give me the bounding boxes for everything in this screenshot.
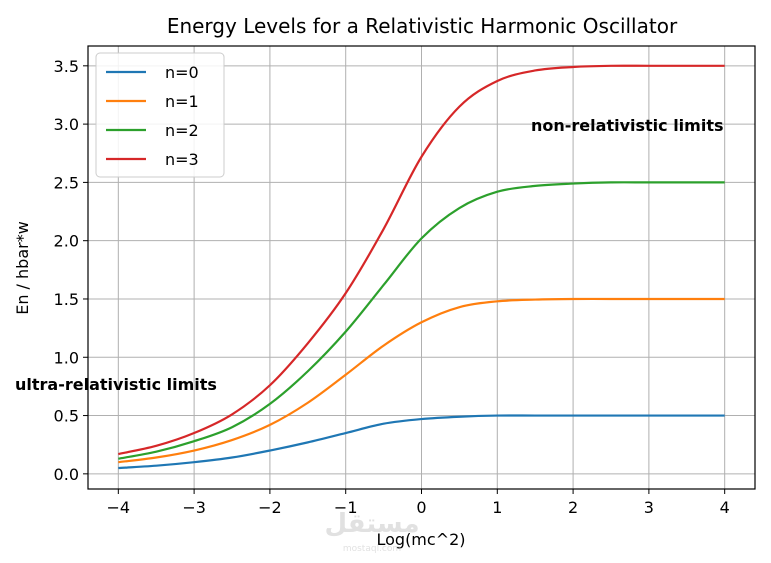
series-line-n2 — [118, 181, 725, 460]
watermark-text: مستقل — [324, 509, 419, 539]
y-tick-label: 3.0 — [54, 115, 79, 134]
legend-label-n0: n=0 — [165, 63, 199, 82]
annotation-non-relativistic: non-relativistic limits — [531, 116, 724, 135]
y-tick-label: 0.5 — [54, 407, 79, 426]
y-tick-label: 2.5 — [54, 173, 79, 192]
legend-label-n2: n=2 — [165, 121, 199, 140]
legend: n=0 n=1 n=2 n=3 — [95, 52, 225, 178]
series-line-n3 — [118, 64, 725, 456]
x-tick-label: 4 — [720, 498, 730, 517]
series-lines — [118, 64, 725, 470]
y-tick-label: 2.0 — [54, 232, 79, 251]
legend-label-n3: n=3 — [165, 150, 199, 169]
x-tick-label: −2 — [258, 498, 282, 517]
legend-box — [95, 52, 225, 178]
y-tick-label: 1.0 — [54, 348, 79, 367]
x-tick-label: −3 — [182, 498, 206, 517]
x-tick-label: −1 — [334, 498, 358, 517]
x-axis-label: Log(mc^2) — [376, 530, 465, 549]
x-tick-label: 1 — [492, 498, 502, 517]
x-tick-label: 2 — [568, 498, 578, 517]
x-tick-label: −4 — [107, 498, 131, 517]
watermark: مستقل mostaql.com — [324, 509, 419, 554]
chart-title: Energy Levels for a Relativistic Harmoni… — [167, 14, 678, 38]
y-axis-ticks: 0.0 0.5 1.0 1.5 2.0 2.5 3.0 3.5 — [54, 57, 88, 484]
series-line-n1 — [118, 297, 725, 464]
y-tick-label: 1.5 — [54, 290, 79, 309]
x-axis-ticks: −4 −3 −2 −1 0 1 2 3 4 — [107, 489, 730, 517]
series-line-n0 — [118, 414, 725, 470]
x-tick-label: 0 — [416, 498, 426, 517]
y-tick-label: 0.0 — [54, 465, 79, 484]
legend-label-n1: n=1 — [165, 92, 199, 111]
annotation-ultra-relativistic: ultra-relativistic limits — [15, 375, 217, 394]
watermark-subtext: mostaql.com — [343, 544, 401, 554]
x-tick-label: 3 — [644, 498, 654, 517]
y-tick-label: 3.5 — [54, 57, 79, 76]
y-axis-label: En / hbar*w — [13, 221, 32, 315]
